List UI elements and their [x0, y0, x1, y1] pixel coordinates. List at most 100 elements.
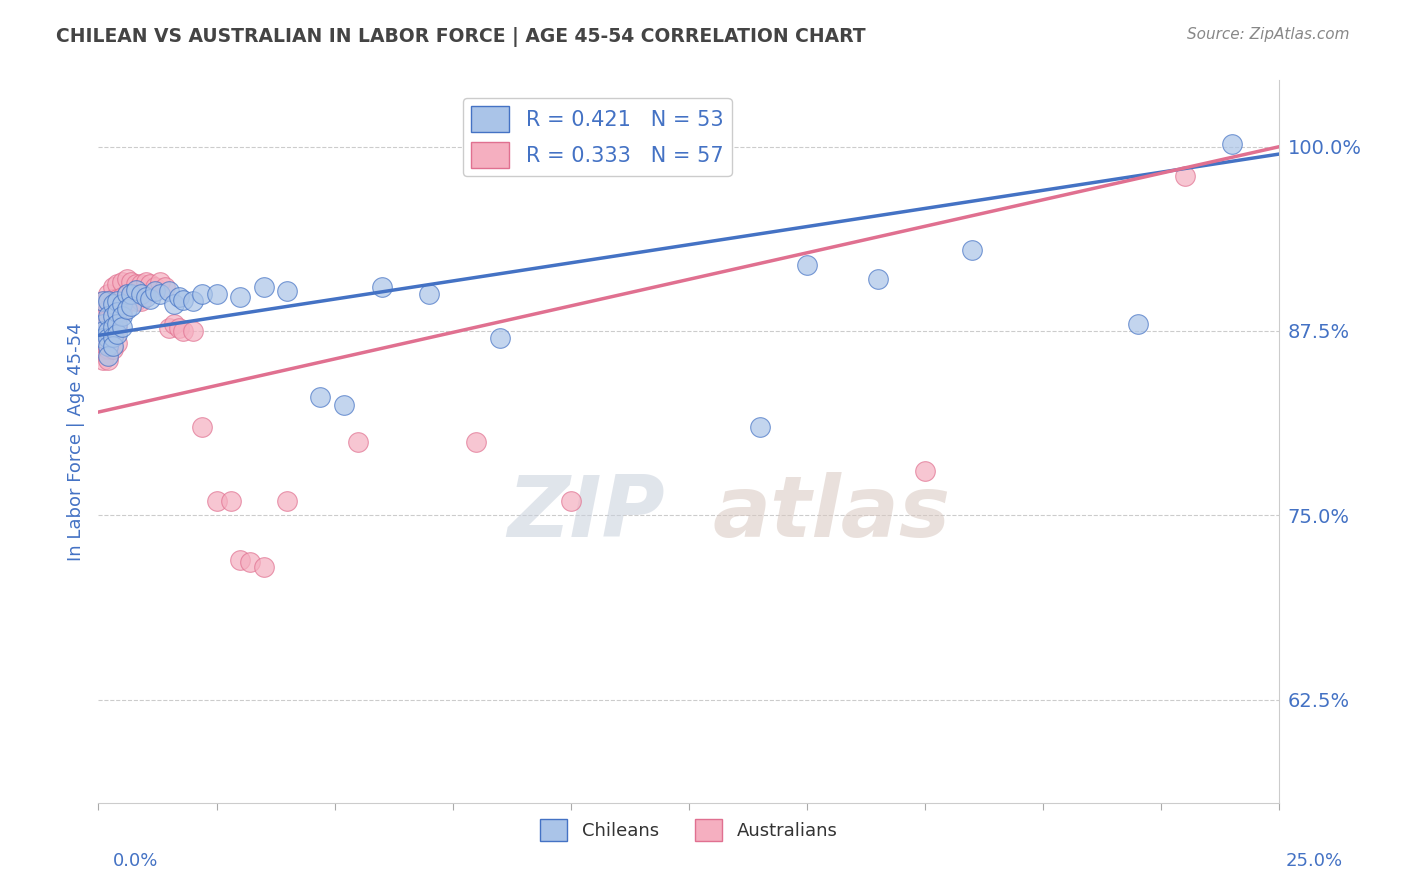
- Point: [153, 279, 176, 293]
- Point: [560, 493, 582, 508]
- Point: [121, 275, 143, 289]
- Point: [101, 339, 124, 353]
- Point: [91, 317, 114, 331]
- Point: [172, 324, 194, 338]
- Point: [962, 243, 984, 257]
- Point: [253, 279, 276, 293]
- Point: [111, 275, 134, 289]
- Point: [167, 290, 190, 304]
- Point: [101, 330, 124, 344]
- Point: [219, 493, 242, 508]
- Point: [97, 331, 120, 345]
- Point: [347, 434, 370, 449]
- Point: [91, 331, 114, 345]
- Point: [105, 317, 128, 331]
- Text: ZIP: ZIP: [508, 472, 665, 556]
- Point: [105, 292, 128, 306]
- Point: [914, 464, 936, 478]
- Point: [129, 287, 152, 301]
- Y-axis label: In Labor Force | Age 45-54: In Labor Force | Age 45-54: [66, 322, 84, 561]
- Point: [115, 287, 138, 301]
- Point: [111, 309, 134, 323]
- Point: [172, 293, 194, 307]
- Text: CHILEAN VS AUSTRALIAN IN LABOR FORCE | AGE 45-54 CORRELATION CHART: CHILEAN VS AUSTRALIAN IN LABOR FORCE | A…: [56, 27, 866, 46]
- Point: [276, 493, 298, 508]
- Point: [91, 342, 114, 356]
- Point: [191, 287, 214, 301]
- Point: [121, 290, 143, 304]
- Point: [229, 552, 252, 566]
- Point: [111, 297, 134, 311]
- Text: Source: ZipAtlas.com: Source: ZipAtlas.com: [1187, 27, 1350, 42]
- Point: [239, 556, 262, 570]
- Point: [121, 299, 143, 313]
- Point: [91, 330, 114, 344]
- Point: [1126, 317, 1149, 331]
- Point: [105, 305, 128, 319]
- Point: [101, 309, 124, 323]
- Point: [1220, 136, 1243, 151]
- Point: [97, 301, 120, 316]
- Point: [91, 319, 114, 334]
- Point: [101, 342, 124, 356]
- Point: [796, 258, 818, 272]
- Point: [105, 277, 128, 291]
- Point: [101, 305, 124, 319]
- Point: [205, 493, 228, 508]
- Point: [465, 434, 488, 449]
- Point: [97, 339, 120, 353]
- Point: [866, 272, 889, 286]
- Point: [97, 312, 120, 326]
- Point: [91, 309, 114, 323]
- Point: [97, 353, 120, 368]
- Point: [135, 275, 157, 289]
- Point: [111, 319, 134, 334]
- Point: [125, 294, 148, 309]
- Point: [167, 321, 190, 335]
- Point: [149, 287, 172, 301]
- Point: [163, 317, 186, 331]
- Point: [97, 294, 120, 309]
- Point: [97, 321, 120, 335]
- Point: [748, 419, 770, 434]
- Point: [105, 321, 128, 335]
- Point: [333, 398, 356, 412]
- Point: [135, 290, 157, 304]
- Point: [91, 353, 114, 368]
- Point: [143, 284, 166, 298]
- Point: [105, 335, 128, 350]
- Point: [101, 297, 124, 311]
- Point: [91, 324, 114, 338]
- Point: [125, 283, 148, 297]
- Point: [105, 306, 128, 320]
- Point: [97, 349, 120, 363]
- Point: [125, 277, 148, 291]
- Point: [105, 326, 128, 341]
- Point: [105, 294, 128, 309]
- Point: [157, 321, 180, 335]
- Point: [489, 331, 512, 345]
- Point: [115, 287, 138, 301]
- Point: [276, 284, 298, 298]
- Text: 0.0%: 0.0%: [112, 852, 157, 870]
- Point: [129, 277, 152, 291]
- Point: [97, 324, 120, 338]
- Point: [181, 294, 204, 309]
- Point: [229, 290, 252, 304]
- Point: [101, 319, 124, 334]
- Point: [97, 342, 120, 356]
- Legend: Chileans, Australians: Chileans, Australians: [533, 812, 845, 848]
- Point: [97, 331, 120, 345]
- Point: [121, 287, 143, 301]
- Point: [91, 294, 114, 309]
- Point: [101, 317, 124, 331]
- Point: [115, 301, 138, 316]
- Point: [1174, 169, 1197, 183]
- Point: [143, 279, 166, 293]
- Point: [181, 324, 204, 338]
- Text: atlas: atlas: [713, 472, 950, 556]
- Text: 25.0%: 25.0%: [1285, 852, 1343, 870]
- Point: [205, 287, 228, 301]
- Point: [309, 390, 332, 404]
- Point: [371, 279, 394, 293]
